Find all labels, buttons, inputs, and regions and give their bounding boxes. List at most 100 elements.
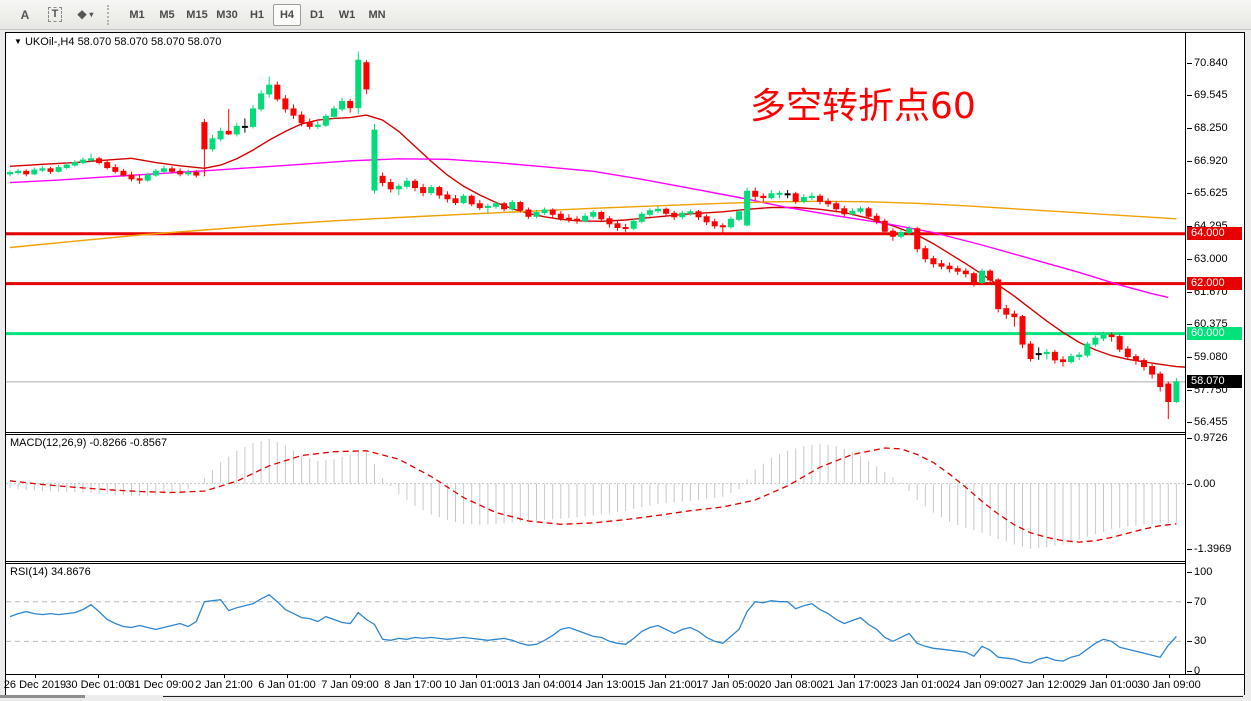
candle-body (938, 263, 945, 267)
candle-body (1116, 336, 1123, 350)
rsi-axis-tick: 0 (1186, 665, 1201, 678)
candle-body (760, 195, 767, 199)
candle-body (355, 59, 362, 109)
candle-body (898, 232, 904, 237)
candle-body (266, 84, 273, 95)
date-axis-tick (1043, 675, 1044, 678)
date-axis-label: 24 Jan 09:00 (948, 679, 1012, 691)
candle-body (1076, 354, 1083, 358)
text-label-tool-icon: A (20, 7, 30, 22)
candle-body (274, 84, 281, 100)
candle-body (841, 208, 848, 215)
candle-body (808, 195, 815, 199)
toolbar-grip[interactable] (107, 4, 113, 25)
macd-indicator-canvas[interactable] (6, 435, 1185, 561)
collapse-triangle-icon[interactable]: ▼ (14, 37, 22, 46)
timeframe-button-h4[interactable]: H4 (273, 3, 301, 26)
timeframe-button-h1[interactable]: H1 (249, 8, 265, 21)
text-box-tool-button[interactable]: T (42, 3, 68, 27)
candle-body (995, 279, 1002, 310)
text-label-tool-button[interactable]: A (12, 3, 38, 27)
candle-body (403, 180, 410, 187)
chart-annotation-text[interactable]: 多空转折点60 (750, 86, 976, 127)
candle-body (395, 185, 402, 190)
date-axis-tick (1169, 675, 1170, 678)
candle-body (614, 223, 621, 229)
date-axis-label: 7 Jan 09:00 (321, 679, 379, 691)
candle-body (306, 122, 313, 127)
candle-body (1011, 313, 1018, 318)
candle-body (727, 218, 734, 228)
toolbar: A T ❖ ▾ M1 M5 M15 M30 H1 H4 D1 W1 MN (0, 0, 1251, 30)
candle-body (800, 197, 807, 202)
candle-body (792, 193, 799, 202)
timeframe-button-m30[interactable]: M30 (216, 8, 238, 21)
candle-body (428, 187, 435, 194)
candle-body (314, 124, 321, 127)
macd-signal-line (9, 447, 1177, 543)
panel-splitter[interactable] (6, 432, 1244, 435)
ma-slow-line[interactable] (9, 200, 1177, 249)
candle-body (679, 212, 686, 218)
date-axis-separator (6, 674, 1244, 675)
date-axis-label: 17 Jan 05:00 (696, 679, 760, 691)
date-axis-tick (1106, 675, 1107, 678)
candle-body (104, 162, 111, 169)
candle-body (55, 167, 62, 172)
candle-body (1124, 348, 1131, 358)
timeframe-button-m5[interactable]: M5 (159, 8, 175, 21)
candle-body (420, 187, 427, 194)
candle-body (873, 215, 880, 222)
date-axis-tick (224, 675, 225, 678)
rsi-indicator-label: RSI(14) 34.8676 (10, 566, 91, 578)
macd-axis-tick: 0.00 (1186, 477, 1216, 490)
candle-body (47, 168, 54, 172)
candle-body (169, 168, 175, 172)
arrows-tool-button[interactable]: ❖ ▾ (72, 3, 98, 27)
scrollbar-thumb[interactable] (0, 695, 85, 698)
panel-splitter[interactable] (6, 561, 1244, 564)
timeframe-button-mn[interactable]: MN (368, 8, 386, 21)
price-axis[interactable]: 70.84069.54568.25066.92065.62564.29563.0… (1185, 33, 1244, 678)
date-axis-label: 10 Jan 01:00 (444, 679, 508, 691)
candle-body (1132, 356, 1139, 362)
timeframe-button-m1[interactable]: M1 (129, 8, 145, 21)
candle-body (217, 130, 224, 140)
date-axis-label: 6 Jan 01:00 (258, 679, 316, 691)
ma-mid-line[interactable] (9, 158, 1169, 299)
price-level-chip: 64.000 (1187, 227, 1242, 241)
date-axis-tick (602, 675, 603, 678)
candle-body (646, 210, 653, 215)
candle-body (371, 129, 378, 191)
date-axis[interactable]: 26 Dec 2019 30 Dec 01:00 31 Dec 09:00 2 Jan… (4, 675, 1244, 694)
candle-body (193, 172, 200, 176)
candle-body (1051, 351, 1058, 361)
ma-fast-line[interactable] (9, 114, 1185, 368)
horizontal-scrollbar[interactable] (0, 695, 1251, 701)
candle-body (1027, 343, 1034, 360)
date-axis-label: 27 Jan 12:00 (1011, 679, 1075, 691)
candle-body (946, 265, 953, 270)
candle-body (1157, 373, 1164, 388)
candle-body (638, 213, 645, 222)
date-axis-label: 8 Jan 17:00 (384, 679, 442, 691)
rsi-line (9, 594, 1177, 664)
rsi-indicator-canvas[interactable] (6, 564, 1185, 674)
candle-body (857, 208, 864, 212)
candle-body (160, 168, 167, 172)
timeframe-button-m15[interactable]: M15 (186, 8, 208, 21)
timeframe-button-w1[interactable]: W1 (338, 8, 356, 21)
candle-body (298, 114, 305, 124)
timeframe-button-d1[interactable]: D1 (309, 8, 325, 21)
candle-body (241, 125, 248, 128)
chart-window: ▼ UKOil-,H4 58.070 58.070 58.070 58.070 … (4, 32, 1245, 697)
date-axis-label: 15 Jan 21:00 (633, 679, 697, 691)
main-price-chart-canvas[interactable] (6, 33, 1185, 432)
date-axis-tick (917, 675, 918, 678)
date-axis-tick (350, 675, 351, 678)
date-axis-tick (665, 675, 666, 678)
candle-body (582, 215, 589, 222)
candle-body (622, 227, 629, 230)
date-axis-tick (98, 675, 99, 678)
date-axis-label: 13 Jan 04:00 (507, 679, 571, 691)
